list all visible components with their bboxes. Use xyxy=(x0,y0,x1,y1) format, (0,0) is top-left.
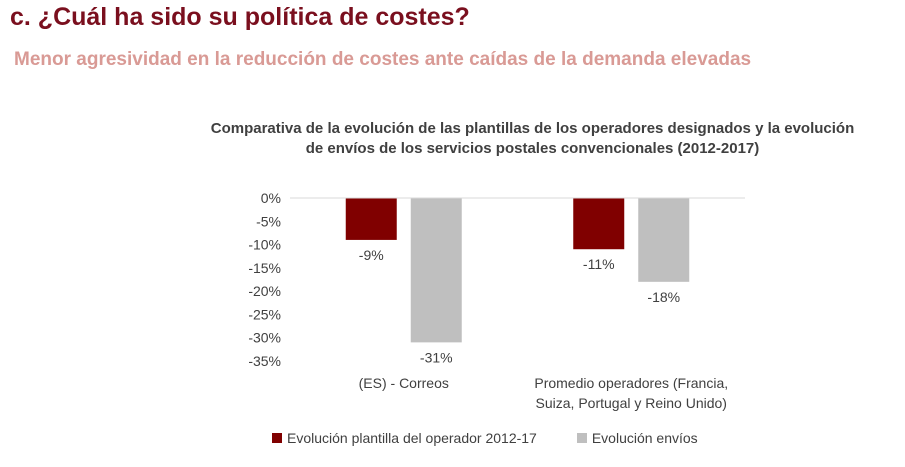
legend-label-envios: Evolución envíos xyxy=(591,430,698,446)
chart-title: Comparativa de la evolución de las plant… xyxy=(170,119,895,159)
y-tick-label: -20% xyxy=(248,283,281,299)
legend-item-envios: Evolución envíos xyxy=(576,430,698,446)
data-label: -9% xyxy=(359,247,384,263)
y-tick-label: -30% xyxy=(248,330,281,346)
bar xyxy=(573,198,625,250)
chart-legend: Evolución plantilla del operador 2012-17… xyxy=(272,430,738,446)
legend-label-plantilla: Evolución plantilla del operador 2012-17 xyxy=(287,430,537,446)
legend-item-plantilla: Evolución plantilla del operador 2012-17 xyxy=(272,430,537,446)
data-label: -11% xyxy=(583,256,615,272)
page-subtitle: Menor agresividad en la reducción de cos… xyxy=(14,49,752,70)
bar xyxy=(345,198,397,240)
legend-swatch-plantilla xyxy=(272,433,282,443)
category-label: Suiza, Portugal y Reino Unido) xyxy=(536,395,727,411)
y-tick-label: -10% xyxy=(248,237,281,253)
category-label: Promedio operadores (Francia, xyxy=(534,375,728,391)
y-tick-label: -35% xyxy=(248,353,281,369)
page-title: c. ¿Cuál ha sido su política de costes? xyxy=(10,3,470,31)
data-label: -31% xyxy=(420,349,453,365)
chart-title-line-2: de envíos de los servicios postales conv… xyxy=(305,140,760,157)
y-tick-label: 0% xyxy=(261,190,281,206)
chart-title-line-1: Comparativa de la evolución de las plant… xyxy=(210,120,855,137)
y-tick-label: -25% xyxy=(248,306,281,322)
y-tick-label: -15% xyxy=(248,260,281,276)
legend-swatch-envios xyxy=(576,433,587,443)
data-label: -18% xyxy=(647,289,680,305)
category-label: (ES) - Correos xyxy=(359,375,449,391)
y-tick-label: -5% xyxy=(256,213,281,229)
bar xyxy=(410,198,462,343)
bar xyxy=(638,198,690,282)
